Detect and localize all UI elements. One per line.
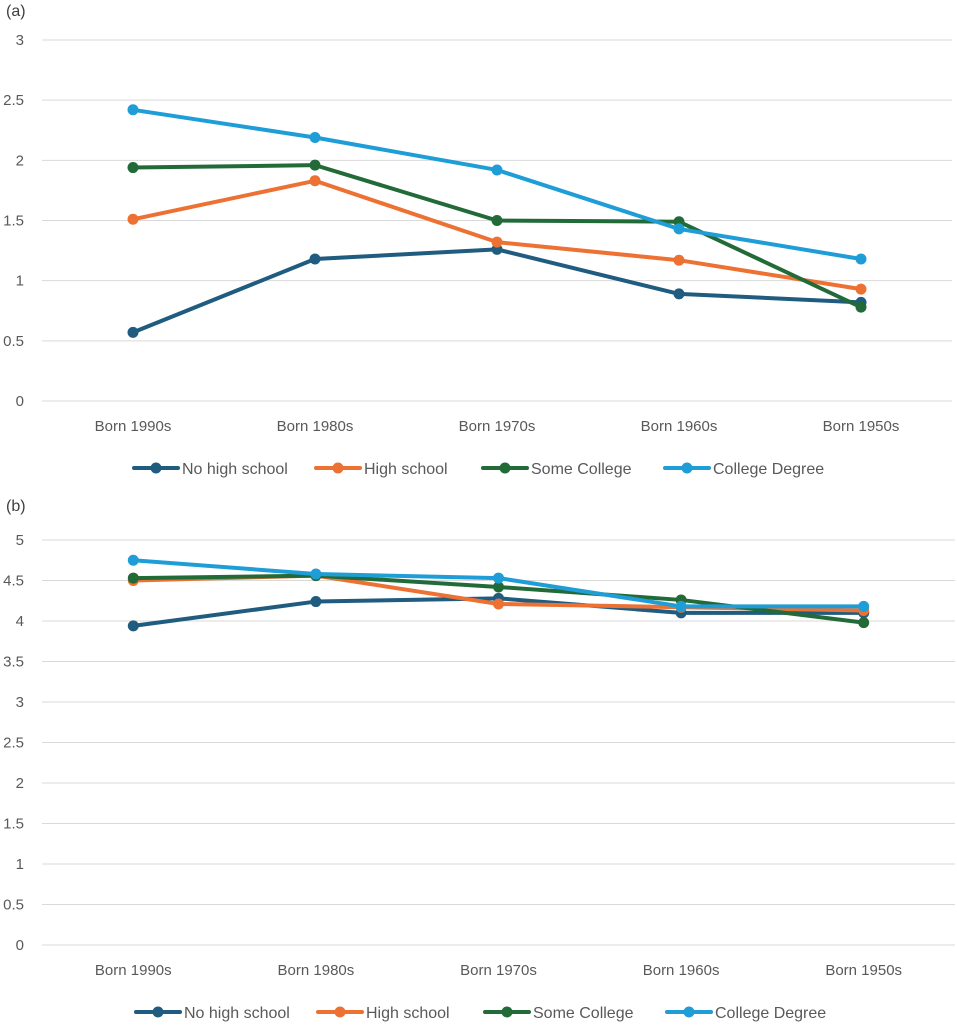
data-point-college-degree	[673, 223, 685, 235]
chart-b-svg: 0 0.5 1 1.5 2 2.5 3 3.5 4 4.5 5 Born 1990s Born 1980…	[3, 532, 955, 1022]
chart-panel-a: (a) 0 0.5 1 1.5 2 2.5 3 Born 1990s Born 1980s Bor…	[0, 0, 957, 505]
y-tick-label: 0.5	[3, 333, 24, 350]
y-tick-label: 1.5	[3, 816, 24, 833]
x-tick-label: Born 1960s	[643, 962, 720, 979]
data-point-high-school	[855, 283, 867, 295]
legend-swatch-marker	[499, 462, 511, 474]
legend-swatch-marker	[332, 462, 344, 474]
legend-label-no-high-school: No high school	[184, 1005, 290, 1022]
y-tick-label: 2.5	[3, 735, 24, 752]
x-tick-label: Born 1980s	[277, 418, 354, 435]
chart-a-svg: 0 0.5 1 1.5 2 2.5 3 Born 1990s Born 1980s Born 19…	[3, 32, 952, 478]
data-point-some-college	[309, 159, 321, 171]
data-point-some-college	[127, 162, 139, 174]
data-point-no-high-school	[127, 620, 139, 632]
data-point-college-degree	[675, 600, 687, 612]
x-tick-label: Born 1960s	[641, 418, 718, 435]
x-tick-label: Born 1970s	[459, 418, 536, 435]
data-point-no-high-school	[127, 326, 139, 338]
x-tick-label: Born 1950s	[825, 962, 902, 979]
legend-swatch-marker	[150, 462, 162, 474]
y-tick-label: 0.5	[3, 897, 24, 914]
data-point-college-degree	[491, 164, 503, 176]
data-point-college-degree	[127, 554, 139, 566]
x-tick-label: Born 1980s	[278, 962, 355, 979]
y-tick-label: 3	[16, 32, 24, 49]
legend-swatch-marker	[683, 1006, 695, 1018]
data-point-college-degree	[127, 104, 139, 116]
y-tick-label: 4.5	[3, 573, 24, 590]
data-point-college-degree	[493, 572, 504, 584]
x-tick-label: Born 1990s	[95, 418, 172, 435]
legend-swatch-marker	[681, 462, 693, 474]
y-tick-label: 0	[16, 937, 24, 954]
data-point-college-degree	[858, 600, 870, 612]
data-point-no-high-school	[309, 253, 321, 265]
data-point-no-high-school	[310, 596, 322, 608]
series-line-some-college	[131, 163, 863, 310]
x-tick-label: Born 1990s	[95, 962, 172, 979]
data-point-high-school	[493, 598, 504, 610]
data-point-college-degree	[855, 253, 867, 265]
legend-label-high-school: High school	[366, 1005, 450, 1022]
y-tick-label: 2.5	[3, 92, 24, 109]
y-tick-label: 2	[16, 775, 24, 792]
series-line-high-school	[131, 178, 863, 292]
legend-label-some-college: Some College	[533, 1005, 634, 1022]
legend-label-college-degree: College Degree	[713, 461, 824, 478]
y-tick-label: 4	[16, 613, 24, 630]
series-line-college-degree	[131, 107, 863, 262]
data-point-some-college	[491, 215, 503, 226]
legend-swatch-marker	[501, 1006, 513, 1018]
legend-swatch-marker	[152, 1006, 164, 1018]
panel-label-b: (b)	[6, 498, 26, 515]
y-tick-label: 1	[16, 856, 24, 873]
data-point-some-college	[858, 617, 870, 629]
y-tick-label: 3.5	[3, 654, 24, 671]
data-point-some-college	[127, 572, 139, 584]
y-tick-label: 0	[16, 393, 24, 410]
data-point-college-degree	[310, 568, 322, 580]
data-point-high-school	[309, 175, 321, 187]
panel-label-a: (a)	[6, 3, 26, 20]
y-tick-label: 1.5	[3, 213, 24, 230]
series-line-no-high-school	[131, 247, 863, 335]
legend-swatch-marker	[334, 1006, 346, 1018]
data-point-college-degree	[309, 131, 321, 143]
data-point-some-college	[855, 301, 867, 313]
legend-label-high-school: High school	[364, 461, 448, 478]
y-tick-label: 5	[16, 532, 24, 549]
y-tick-label: 1	[16, 273, 24, 290]
data-point-high-school	[673, 254, 685, 266]
legend-label-college-degree: College Degree	[715, 1005, 826, 1022]
legend-label-some-college: Some College	[531, 461, 632, 478]
legend-label-no-high-school: No high school	[182, 461, 288, 478]
chart-panel-b: (b) 0 0.5 1 1.5 2 2.5 3 3.5 4 4.5 5 Born 1990s Born …	[0, 495, 957, 1024]
y-tick-label: 2	[16, 152, 24, 169]
data-point-no-high-school	[673, 288, 685, 300]
x-tick-label: Born 1970s	[460, 962, 537, 979]
data-point-some-college	[493, 581, 504, 593]
y-tick-label: 3	[16, 694, 24, 711]
data-point-high-school	[491, 236, 503, 248]
x-tick-label: Born 1950s	[823, 418, 900, 435]
data-point-high-school	[127, 213, 139, 225]
